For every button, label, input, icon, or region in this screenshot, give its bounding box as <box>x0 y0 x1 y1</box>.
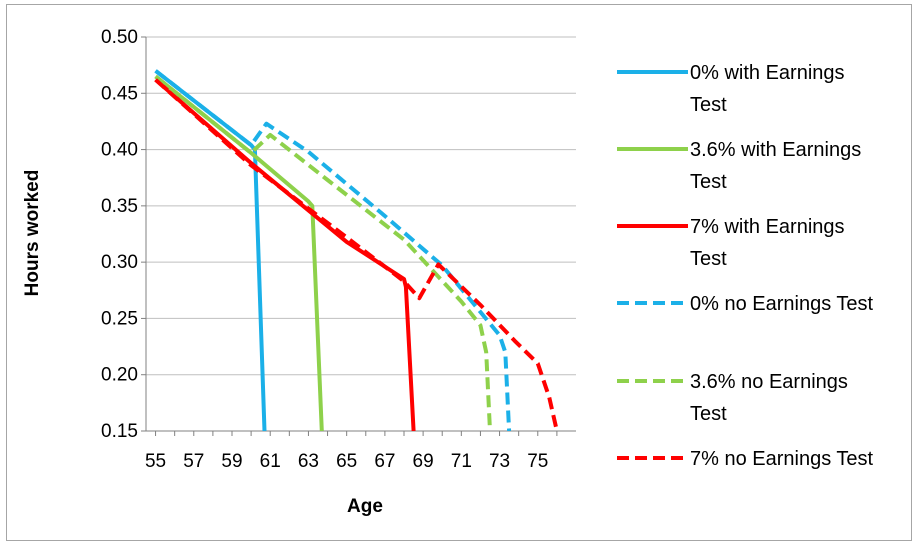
y-axis-title: Hours worked <box>22 170 43 297</box>
x-tick-label: 63 <box>298 451 319 472</box>
series-line-1 <box>154 74 324 431</box>
x-tick-label: 65 <box>336 451 357 472</box>
legend-label: 3.6% no Earnings Test <box>690 371 848 425</box>
legend-label: 7% no Earnings Test <box>690 448 874 470</box>
legend-item: 0% with Earnings Test <box>617 62 845 116</box>
axes: 0.15 0.20 0.25 0.30 0.35 0.40 0.45 0.50 55 57 59 61… <box>101 27 576 472</box>
y-tick-label: 0.50 <box>101 27 138 48</box>
legend-label: 7% with Earnings Test <box>690 216 845 270</box>
x-tick-label: 71 <box>451 451 472 472</box>
y-tick-label: 0.30 <box>101 252 138 273</box>
legend-label: 0% no Earnings Test <box>690 293 874 315</box>
y-tick-label: 0.20 <box>101 365 138 386</box>
x-tick-label: 73 <box>489 451 510 472</box>
series-line-2 <box>154 78 416 431</box>
legend-label: 3.6% with Earnings Test <box>690 139 861 193</box>
x-tick-label: 67 <box>374 451 395 472</box>
series-line-4 <box>154 74 492 431</box>
y-tick-label: 0.45 <box>101 83 138 104</box>
y-tick-label: 0.40 <box>101 140 138 161</box>
series-line-3 <box>154 69 512 431</box>
legend-item: 7% with Earnings Test <box>617 216 845 270</box>
legend-item: 3.6% no Earnings Test <box>617 371 848 425</box>
x-tick-label: 55 <box>145 451 166 472</box>
x-tick-label: 69 <box>413 451 434 472</box>
legend-label: 0% with Earnings Test <box>690 62 845 116</box>
y-tick-label: 0.35 <box>101 196 138 217</box>
y-tick-label: 0.25 <box>101 308 138 329</box>
legend-item: 7% no Earnings Test <box>617 448 874 470</box>
x-tick-label: 75 <box>527 451 548 472</box>
y-tick-label: 0.15 <box>101 421 138 442</box>
legend-item: 3.6% with Earnings Test <box>617 139 861 193</box>
series-lines <box>154 69 559 431</box>
x-tick-label: 61 <box>260 451 281 472</box>
legend: 0% with Earnings Test 3.6% with Earnings Te… <box>617 62 874 470</box>
legend-item: 0% no Earnings Test <box>617 293 874 315</box>
series-line-5 <box>154 78 559 431</box>
x-tick-label: 59 <box>221 451 242 472</box>
gridlines <box>146 36 576 432</box>
x-tick-label: 57 <box>183 451 204 472</box>
x-axis-title: Age <box>347 496 383 517</box>
